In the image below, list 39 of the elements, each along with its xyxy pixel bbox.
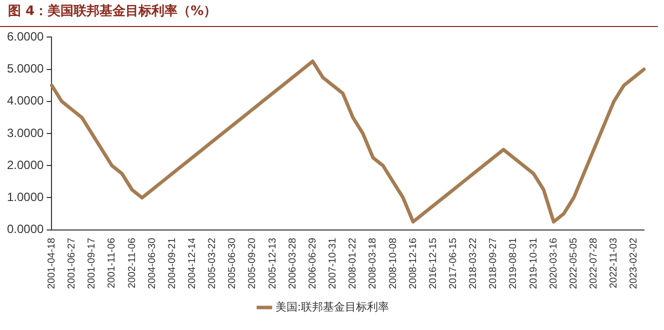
x-tick-label: 2016-12-15 xyxy=(428,237,439,290)
x-tick-label: 2005-06-30 xyxy=(227,237,238,290)
x-tick-label: 2008-10-08 xyxy=(388,237,399,290)
x-tick-label: 2020-03-16 xyxy=(548,237,560,290)
x-tick-label: 2005-09-20 xyxy=(247,237,258,290)
x-tick-label: 2008-03-18 xyxy=(368,237,379,290)
x-tick-label: 2018-09-27 xyxy=(488,237,500,290)
x-tick-label: 2007-10-31 xyxy=(328,237,339,290)
x-tick-label: 2017-06-15 xyxy=(448,237,460,290)
x-tick-label: 2005-12-13 xyxy=(267,237,278,290)
x-tick-label: 2018-03-22 xyxy=(468,237,480,290)
x-tick-label: 2001-04-18 xyxy=(46,237,58,290)
x-tick-label: 2004-06-30 xyxy=(146,237,158,290)
x-tick-label: 2006-03-28 xyxy=(287,237,298,290)
x-tick-label: 2023-02-02 xyxy=(628,237,640,290)
x-tick-label: 2002-11-06 xyxy=(126,237,138,288)
x-tick-label: 2006-06-29 xyxy=(307,237,318,290)
x-tick-label: 2001-09-17 xyxy=(86,237,98,290)
y-tick-label: 1.0000 xyxy=(7,190,44,204)
y-tick-label: 6.0000 xyxy=(7,30,44,44)
x-tick-label: 2019-08-01 xyxy=(508,237,520,290)
chart-title: 图 4：美国联邦基金目标利率（%） xyxy=(0,0,658,27)
x-tick-label: 2004-09-21 xyxy=(166,237,178,290)
x-tick-label: 2005-03-22 xyxy=(207,237,218,290)
y-tick-label: 2.0000 xyxy=(7,158,44,172)
y-tick-label: 3.0000 xyxy=(7,126,44,140)
y-tick-label: 0.0000 xyxy=(7,222,44,236)
y-tick-label: 4.0000 xyxy=(7,94,44,108)
x-tick-label: 2004-12-14 xyxy=(187,237,198,290)
x-tick-label: 2022-05-05 xyxy=(568,237,580,290)
y-tick-label: 5.0000 xyxy=(7,62,44,76)
x-tick-label: 2022-11-03 xyxy=(608,237,620,288)
x-tick-label: 2019-10-31 xyxy=(528,237,540,290)
x-tick-label: 2022-07-28 xyxy=(588,237,600,290)
x-tick-label: 2008-12-16 xyxy=(408,237,419,290)
x-tick-label: 2001-06-27 xyxy=(66,237,78,290)
legend-label: 美国:联邦基金目标利率 xyxy=(275,300,390,314)
x-tick-label: 2008-01-22 xyxy=(348,237,359,290)
x-tick-label: 2001-11-06 xyxy=(106,237,118,288)
